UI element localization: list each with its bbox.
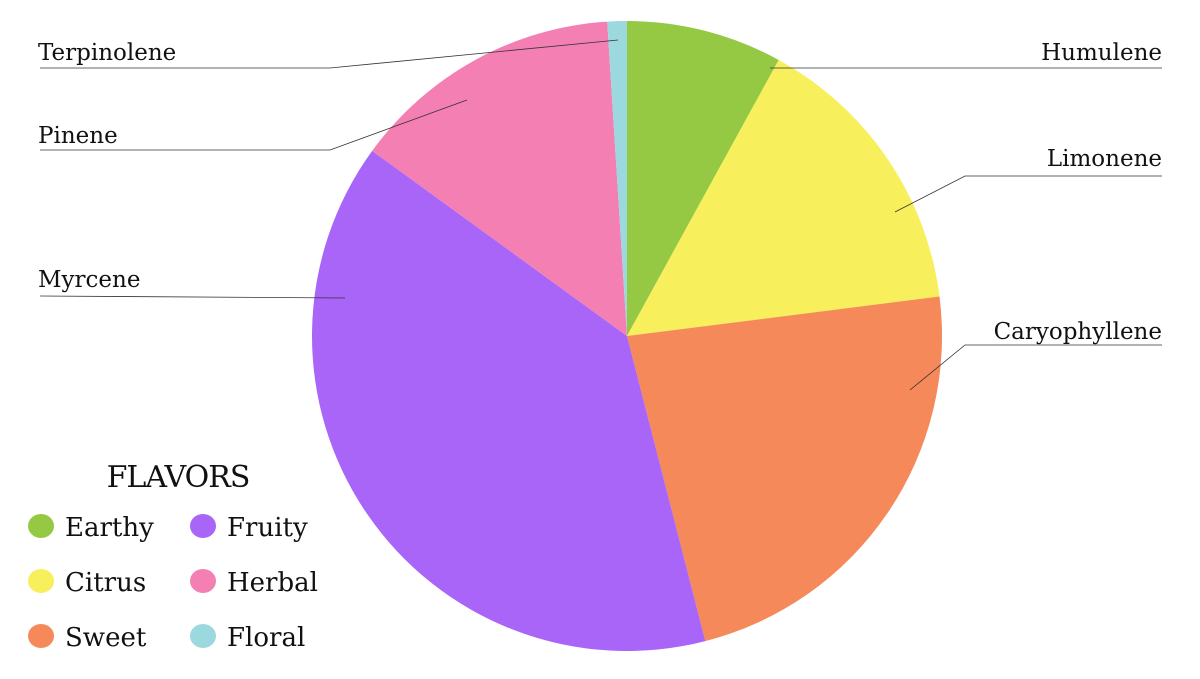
legend-label: Herbal — [227, 568, 318, 598]
legend-item-earthy: Earthy — [28, 513, 154, 543]
legend-swatch — [190, 624, 216, 648]
legend-swatch — [28, 514, 54, 538]
pie-slice-pinene — [372, 21, 627, 336]
slice-label-terpinolene: Terpinolene — [38, 40, 176, 66]
leader-line-limonene — [894, 175, 1162, 213]
pie-slice-caryophyllene — [627, 296, 942, 642]
slice-label-myrcene: Myrcene — [38, 267, 140, 293]
legend-label: Sweet — [65, 623, 147, 653]
pie-slice-limonene — [627, 59, 940, 337]
leader-line-pinene — [40, 99, 468, 151]
leader-line-terpinolene — [40, 39, 619, 69]
legend-swatch — [190, 569, 216, 593]
pie-slice-humulene — [627, 21, 779, 336]
pie-slice-terpinolene — [607, 21, 627, 336]
legend-item-citrus: Citrus — [28, 568, 146, 598]
slice-label-limonene: Limonene — [1047, 146, 1162, 172]
leader-line-myrcene — [39, 295, 346, 299]
slice-label-caryophyllene: Caryophyllene — [994, 319, 1162, 345]
slice-label-pinene: Pinene — [38, 123, 118, 149]
leader-line-caryophyllene — [909, 344, 1162, 391]
legend-label: Fruity — [227, 513, 308, 543]
legend-label: Earthy — [65, 513, 154, 543]
legend-swatch — [28, 624, 54, 648]
legend-label: Floral — [227, 623, 305, 653]
legend-item-floral: Floral — [190, 623, 305, 653]
legend-label: Citrus — [65, 568, 146, 598]
legend-item-herbal: Herbal — [190, 568, 318, 598]
slice-label-humulene: Humulene — [1041, 40, 1162, 66]
legend-item-sweet: Sweet — [28, 623, 147, 653]
pie-slice-myrcene — [311, 150, 706, 652]
legend-title: FLAVORS — [107, 460, 250, 495]
legend-item-fruity: Fruity — [190, 513, 308, 543]
legend-swatch — [28, 569, 54, 593]
legend-swatch — [190, 514, 216, 538]
